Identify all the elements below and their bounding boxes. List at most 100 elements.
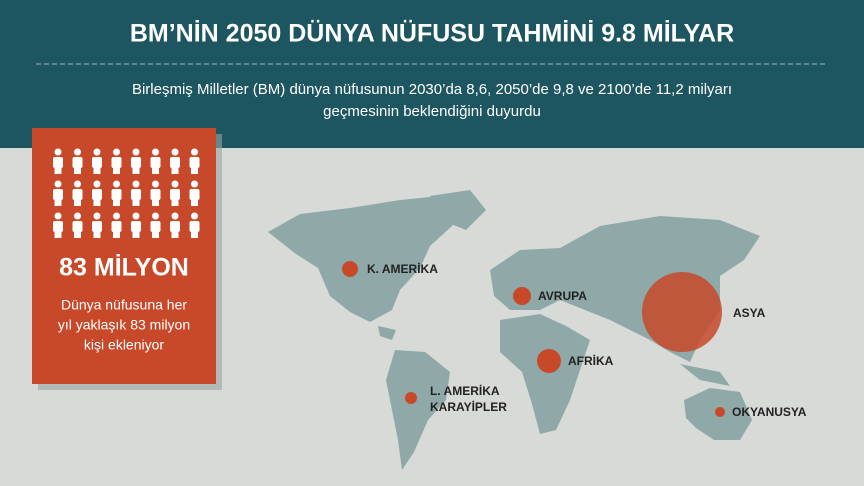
person-part <box>113 180 120 188</box>
person-part <box>53 157 63 168</box>
person-part <box>152 180 159 188</box>
person-part <box>152 148 159 156</box>
marker <box>715 407 725 417</box>
south-america <box>386 350 450 470</box>
person-part <box>72 189 83 200</box>
person-part <box>54 180 62 188</box>
person-part <box>93 212 101 220</box>
stat-box <box>32 128 216 384</box>
person-part <box>113 166 120 174</box>
person-part <box>171 230 179 238</box>
person-part <box>93 166 101 174</box>
person-part <box>74 148 81 156</box>
person-part <box>72 221 83 232</box>
stat-value: 83 MİLYON <box>59 254 189 282</box>
marker <box>405 392 417 404</box>
person-part <box>54 212 62 220</box>
person-part <box>150 221 161 232</box>
person-part <box>74 166 81 174</box>
person-part <box>93 148 101 156</box>
region-label: ASYA <box>733 306 766 320</box>
person-part <box>74 180 81 188</box>
person-part <box>189 157 200 168</box>
person-part <box>189 189 200 200</box>
africa <box>500 314 590 434</box>
person-part <box>152 198 159 206</box>
person-part <box>132 148 140 156</box>
person-part <box>171 180 179 188</box>
person-part <box>152 166 159 174</box>
person-part <box>113 148 120 156</box>
subtitle: Birleşmiş Milletler (BM) dünya nüfusunun… <box>132 81 732 98</box>
person-part <box>191 180 198 188</box>
region-label: AFRİKA <box>568 353 614 368</box>
greenland <box>430 190 486 230</box>
person-part <box>53 189 63 200</box>
person-part <box>131 157 141 168</box>
person-part <box>191 198 198 206</box>
person-part <box>191 148 198 156</box>
person-part <box>54 198 62 206</box>
north-america <box>268 196 470 322</box>
person-part <box>111 157 122 168</box>
marker <box>642 272 722 352</box>
person-part <box>189 221 200 232</box>
region-label: OKYANUSYA <box>732 405 807 419</box>
person-part <box>111 189 122 200</box>
person-part <box>152 212 159 220</box>
stat-text: kişi ekleniyor <box>84 337 164 353</box>
header-band <box>0 0 864 148</box>
person-part <box>170 157 180 168</box>
region-label: L. AMERİKA <box>430 383 500 398</box>
person-part <box>72 157 83 168</box>
person-part <box>171 148 179 156</box>
region-label: K. AMERİKA <box>367 261 438 276</box>
region-markers <box>342 261 725 417</box>
person-part <box>191 212 198 220</box>
person-part <box>53 221 63 232</box>
stat-text: yıl yaklaşık 83 milyon <box>58 317 190 333</box>
person-part <box>93 230 101 238</box>
person-part <box>171 166 179 174</box>
person-part <box>152 230 159 238</box>
person-part <box>54 148 62 156</box>
central-america <box>378 326 396 340</box>
person-part <box>191 230 198 238</box>
person-part <box>150 157 161 168</box>
title: BM’NİN 2050 DÜNYA NÜFUSU TAHMİNİ 9.8 MİL… <box>130 19 734 48</box>
person-part <box>113 212 120 220</box>
person-part <box>113 230 120 238</box>
person-part <box>131 189 141 200</box>
person-part <box>92 157 102 168</box>
person-part <box>132 180 140 188</box>
person-part <box>132 166 140 174</box>
person-part <box>132 198 140 206</box>
person-part <box>92 221 102 232</box>
person-part <box>191 166 198 174</box>
marker <box>342 261 358 277</box>
person-part <box>170 189 180 200</box>
person-part <box>74 198 81 206</box>
person-part <box>54 230 62 238</box>
person-part <box>113 198 120 206</box>
region-label: KARAYİPLER <box>430 399 507 414</box>
person-part <box>111 221 122 232</box>
person-part <box>132 212 140 220</box>
subtitle: geçmesinin beklendiğini duyurdu <box>323 103 541 120</box>
person-part <box>54 166 62 174</box>
person-part <box>150 189 161 200</box>
person-part <box>132 230 140 238</box>
stat-text: Dünya nüfusuna her <box>61 297 187 313</box>
person-part <box>74 212 81 220</box>
people-icons <box>53 148 200 238</box>
marker <box>537 349 561 373</box>
indonesia <box>680 364 730 386</box>
person-part <box>170 221 180 232</box>
person-part <box>93 198 101 206</box>
person-part <box>171 212 179 220</box>
person-part <box>131 221 141 232</box>
person-part <box>92 189 102 200</box>
marker <box>513 287 531 305</box>
